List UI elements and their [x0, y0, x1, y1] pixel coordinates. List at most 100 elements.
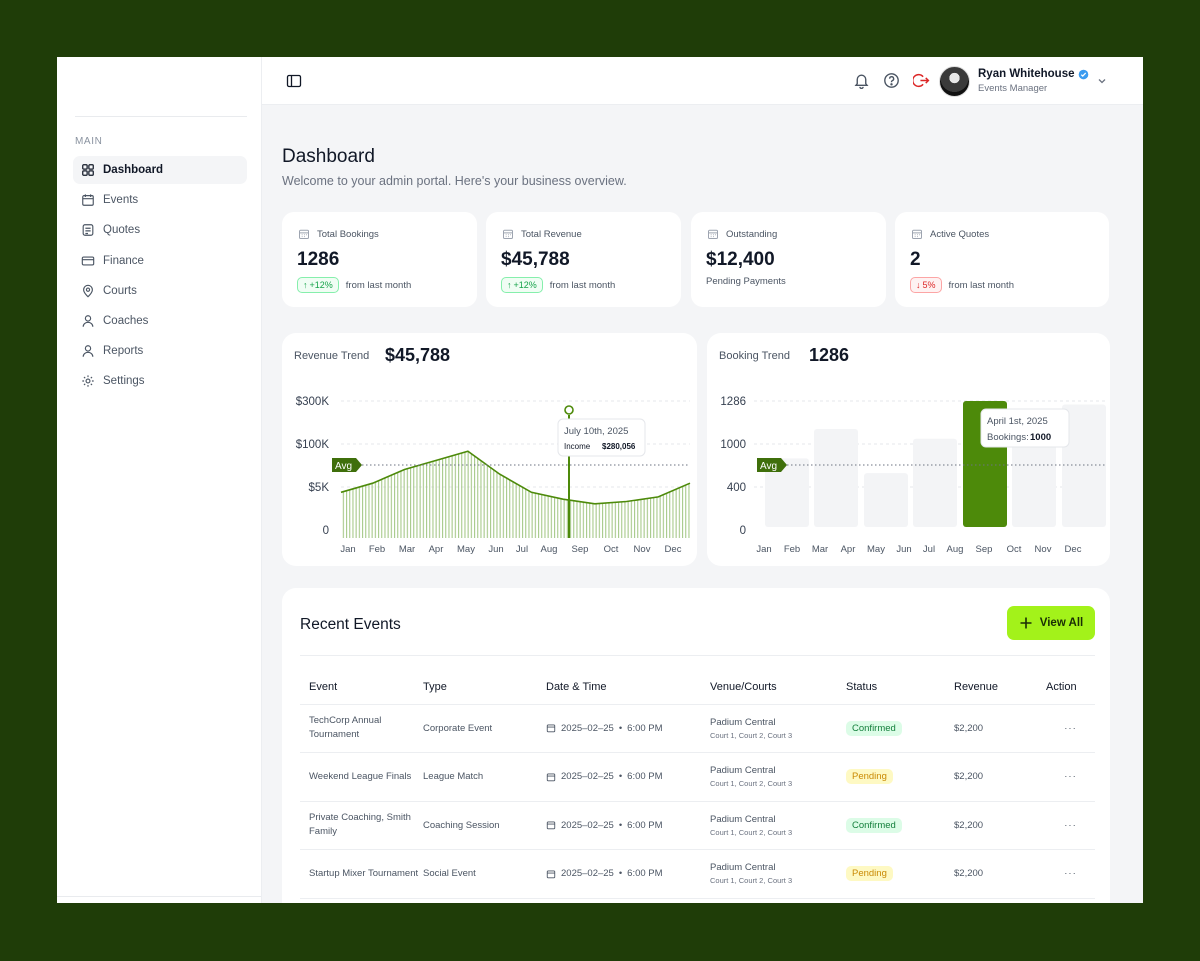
logout-icon[interactable]	[913, 72, 930, 89]
event-time: 6:00 PM	[627, 722, 663, 734]
event-revenue: $2,200	[954, 801, 1046, 850]
status-cell: Pending	[846, 849, 954, 899]
view-all-button[interactable]: View All	[1007, 606, 1095, 640]
user-role: Events Manager	[978, 83, 1048, 94]
calendar-icon	[912, 229, 922, 239]
x-tick-label: May	[457, 544, 475, 555]
table-row[interactable]: Weekend League Finals League Match 2025–02…	[300, 752, 1095, 802]
event-name-cell: Startup Mixer Tournament	[300, 849, 423, 899]
more-actions-icon[interactable]: ···	[1046, 752, 1095, 802]
date-time-cell: 2025–02–25 • 6:00 PM	[546, 752, 710, 802]
sidebar-item-label: Dashboard	[103, 164, 164, 176]
revenue-trend-card: Revenue Trend $45,788 $300K $100K $5K 0 Avg J…	[282, 333, 697, 566]
sidebar-item-quotes[interactable]: Quotes	[73, 216, 247, 244]
sidebar-item-label: Courts	[103, 284, 137, 297]
tooltip-label: Income	[564, 442, 591, 451]
event-name: Startup Mixer Tournament	[309, 867, 419, 879]
sidebar-item-dashboard[interactable]: Dashboard	[73, 156, 247, 184]
tooltip-marker-dot	[564, 405, 574, 415]
bell-icon[interactable]	[853, 72, 870, 89]
column-header: Date & Time	[546, 670, 710, 705]
calendar-icon	[546, 773, 556, 781]
avatar[interactable]	[939, 66, 970, 97]
bar	[864, 473, 908, 527]
x-tick-label: Nov	[634, 544, 651, 555]
avg-label: Avg	[335, 461, 352, 472]
stat-label: Active Quotes	[911, 228, 989, 240]
stat-card-total-bookings: Total Bookings 1286 ↑ +12% from last mont…	[282, 212, 477, 307]
sidebar-section-label: MAIN	[75, 136, 103, 147]
sidebar-item-courts[interactable]: Courts	[73, 277, 247, 305]
sidebar-item-coaches[interactable]: Coaches	[73, 307, 247, 335]
y-tick-label: 400	[727, 482, 746, 494]
x-tick-label: Oct	[1007, 544, 1022, 555]
x-tick-label: Sep	[976, 544, 993, 555]
sidebar-item-reports[interactable]: Reports	[73, 337, 247, 365]
stat-value: 1286	[297, 249, 340, 270]
venue-name: Padium Central	[710, 765, 776, 777]
x-tick-label: Apr	[841, 544, 856, 555]
sidebar-item-finance[interactable]: Finance	[73, 247, 247, 275]
y-tick-label: 0	[740, 525, 746, 537]
grid-icon	[82, 164, 94, 176]
venue-cell: Padium Central Court 1, Court 2, Court 3	[710, 704, 846, 753]
stat-label-text: Active Quotes	[930, 228, 990, 240]
stat-label-text: Total Revenue	[521, 228, 582, 240]
sidebar-item-label: Quotes	[103, 224, 141, 237]
verified-icon	[1079, 69, 1089, 79]
date-time-cell: 2025–02–25 • 6:00 PM	[546, 849, 710, 899]
chart-label: Revenue Trend	[294, 350, 370, 362]
bullet: •	[618, 722, 623, 734]
status-badge: Pending	[846, 866, 893, 882]
sidebar-item-label: Finance	[103, 254, 144, 267]
table-row[interactable]: Startup Mixer Tournament Social Event 2025…	[300, 849, 1095, 899]
stat-value: $12,400	[706, 249, 775, 270]
table-row[interactable]: Private Coaching, Smith Family Coaching S…	[300, 801, 1095, 850]
x-tick-label: Mar	[812, 544, 828, 555]
stat-footer-text: from last month	[549, 279, 616, 291]
change-badge: ↑ +12%	[501, 277, 543, 293]
sidebar-item-label: Coaches	[103, 314, 149, 327]
more-actions-icon[interactable]: ···	[1046, 801, 1095, 850]
bullet: •	[618, 868, 623, 880]
calendar-icon	[82, 194, 94, 207]
chevron-down-icon[interactable]	[1096, 75, 1108, 87]
venue-cell: Padium Central Court 1, Court 2, Court 3	[710, 849, 846, 899]
x-tick-label: Jun	[896, 544, 911, 555]
user-name-text: Ryan Whitehouse	[978, 68, 1075, 80]
help-icon[interactable]	[883, 72, 900, 89]
more-actions-icon[interactable]: ···	[1046, 704, 1095, 753]
stat-label: Outstanding	[707, 228, 777, 240]
x-tick-label: Feb	[369, 544, 385, 555]
arrow-up-icon: ↑	[303, 280, 308, 290]
booking-trend-card: Booking Trend 1286 1286 1000 400 0 Avg April …	[707, 333, 1110, 566]
event-name-cell: TechCorp Annual Tournament	[300, 704, 423, 753]
stat-value: 2	[910, 249, 921, 270]
venue-courts: Court 1, Court 2, Court 3	[710, 779, 793, 789]
divider	[300, 655, 1095, 656]
sidebar-item-events[interactable]: Events	[73, 186, 247, 214]
avg-label: Avg	[760, 461, 777, 472]
sidebar-toggle-icon[interactable]	[286, 73, 302, 89]
sidebar-item-settings[interactable]: Settings	[73, 367, 247, 395]
event-type: Coaching Session	[423, 801, 546, 850]
stat-label-text: Total Bookings	[317, 228, 379, 240]
event-type: League Match	[423, 752, 546, 802]
sidebar: MAIN Dashboard Events Quotes Finance Cou…	[57, 57, 262, 903]
column-header: Type	[423, 670, 546, 705]
x-tick-label: Sep	[572, 544, 589, 555]
table-row[interactable]: TechCorp Annual Tournament Corporate Even…	[300, 704, 1095, 753]
x-tick-label: Feb	[784, 544, 800, 555]
avg-badge	[757, 458, 787, 472]
change-value: 5%	[922, 280, 936, 290]
calendar-icon	[546, 821, 556, 830]
more-actions-icon[interactable]: ···	[1046, 849, 1095, 899]
venue-name: Padium Central	[710, 813, 776, 825]
arrow-down-icon: ↓	[916, 280, 921, 290]
status-badge: Pending	[846, 769, 893, 785]
tooltip-box	[557, 418, 646, 457]
event-name-cell: Private Coaching, Smith Family	[300, 801, 423, 850]
card-icon	[81, 256, 95, 266]
calendar-icon	[708, 229, 718, 239]
venue-cell: Padium Central Court 1, Court 2, Court 3	[710, 801, 846, 850]
